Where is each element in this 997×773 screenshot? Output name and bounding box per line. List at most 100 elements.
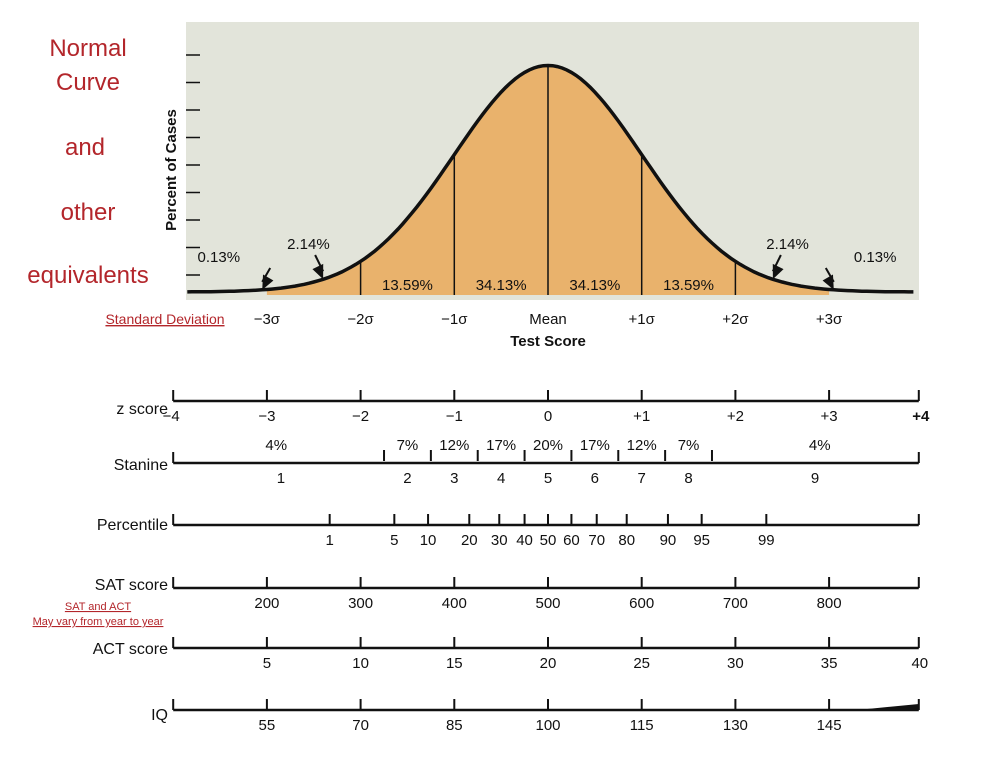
iq-tail-wedge bbox=[857, 704, 919, 710]
stanine-percent-label: 17% bbox=[580, 437, 610, 454]
scale-tick-label: 5 bbox=[263, 655, 271, 672]
stanine-value-label: 5 bbox=[544, 470, 552, 487]
z-score-tick-label: −2 bbox=[352, 408, 369, 425]
stanine-percent-label: 4% bbox=[265, 437, 287, 454]
z-score-tick-label: +2 bbox=[727, 408, 744, 425]
scale-note: May vary from year to year bbox=[33, 616, 164, 628]
title-line: and bbox=[65, 134, 105, 161]
scale-tick-label: 95 bbox=[693, 532, 710, 549]
title-line: Normal bbox=[49, 35, 126, 62]
curve-line bbox=[187, 63, 914, 294]
scale-name-label: SAT score bbox=[95, 577, 168, 594]
scale-tick-label: 15 bbox=[446, 655, 463, 672]
stanine-value-label: 7 bbox=[638, 470, 646, 487]
stanine-percent-label: 7% bbox=[678, 437, 700, 454]
scale-tick-label: 55 bbox=[259, 717, 276, 734]
z-score-tick-label: −4 bbox=[163, 408, 180, 425]
stanine-value-label: 3 bbox=[450, 470, 458, 487]
scale-tick-label: 99 bbox=[758, 532, 775, 549]
scale-tick-label: 60 bbox=[563, 532, 580, 549]
sd-tick-label: −2σ bbox=[347, 311, 374, 328]
scale-name-label: ACT score bbox=[93, 641, 168, 658]
stanine-value-label: 4 bbox=[497, 470, 505, 487]
scale-tick-label: 130 bbox=[723, 717, 748, 734]
scale-note: SAT and ACT bbox=[65, 601, 132, 613]
scale-tick-label: 90 bbox=[660, 532, 677, 549]
scale-tick-label: 200 bbox=[254, 595, 279, 612]
stanine-percent-label: 4% bbox=[809, 437, 831, 454]
segment-percent-label: 34.13% bbox=[569, 277, 620, 294]
scale-tick-label: 100 bbox=[535, 717, 560, 734]
scale-tick-label: 10 bbox=[420, 532, 437, 549]
scale-tick-label: 20 bbox=[461, 532, 478, 549]
scale-name-label: z score bbox=[116, 401, 168, 418]
segment-percent-label: 34.13% bbox=[476, 277, 527, 294]
tail-percent-label: 0.13% bbox=[198, 249, 241, 266]
stanine-percent-label: 17% bbox=[486, 437, 516, 454]
segment-percent-label: 13.59% bbox=[663, 277, 714, 294]
z-score-tick-label: +3 bbox=[821, 408, 838, 425]
z-score-tick-label: −3 bbox=[258, 408, 275, 425]
normal-curve: Percent of Cases 13.59% 34.13% 34.13% 13.59%… bbox=[105, 54, 914, 350]
scale-tick-label: 500 bbox=[535, 595, 560, 612]
scale-tick-label: 85 bbox=[446, 717, 463, 734]
stanine-value-label: 8 bbox=[684, 470, 692, 487]
sd-tick-label: Mean bbox=[529, 311, 567, 328]
scale-tick-label: 50 bbox=[540, 532, 557, 549]
stanine-percent-label: 12% bbox=[439, 437, 469, 454]
z-score-tick-label: 0 bbox=[544, 408, 552, 425]
scale-tick-label: 20 bbox=[540, 655, 557, 672]
tail-percent-label: 2.14% bbox=[766, 236, 809, 253]
chart-title: Normal Curve and other equivalents bbox=[27, 35, 148, 289]
scale-tick-label: 300 bbox=[348, 595, 373, 612]
sd-tick-label: −1σ bbox=[441, 311, 468, 328]
scale-tick-label: 800 bbox=[817, 595, 842, 612]
scale-tick-label: 70 bbox=[588, 532, 605, 549]
stanine-value-label: 9 bbox=[811, 470, 819, 487]
stanine-percent-label: 7% bbox=[397, 437, 419, 454]
standard-deviation-label: Standard Deviation bbox=[105, 311, 224, 327]
z-score-tick-label: −1 bbox=[446, 408, 463, 425]
scale-name-label: Percentile bbox=[97, 517, 168, 534]
stanine-value-label: 1 bbox=[277, 470, 285, 487]
segment-percent-label: 13.59% bbox=[382, 277, 433, 294]
scale-tick-label: 40 bbox=[516, 532, 533, 549]
sd-tick-label: +2σ bbox=[722, 311, 749, 328]
sd-tick-label: +3σ bbox=[816, 311, 843, 328]
title-line: equivalents bbox=[27, 262, 148, 289]
x-axis-label: Test Score bbox=[510, 333, 586, 350]
tail-percent-label: 2.14% bbox=[287, 236, 330, 253]
scale-tick-label: 10 bbox=[352, 655, 369, 672]
scale-tick-label: 5 bbox=[390, 532, 398, 549]
stanine-percent-label: 12% bbox=[627, 437, 657, 454]
scale-tick-label: 600 bbox=[629, 595, 654, 612]
sd-tick-label: −3σ bbox=[254, 311, 281, 328]
scale-tick-label: 40 bbox=[911, 655, 928, 672]
tail-percent-label: 0.13% bbox=[854, 249, 897, 266]
z-score-tick-label: +1 bbox=[633, 408, 650, 425]
scale-tick-label: 30 bbox=[491, 532, 508, 549]
scale-tick-label: 1 bbox=[326, 532, 334, 549]
scale-tick-label: 70 bbox=[352, 717, 369, 734]
scale-tick-label: 30 bbox=[727, 655, 744, 672]
arrow-head bbox=[772, 263, 784, 280]
sd-tick-label: +1σ bbox=[629, 311, 656, 328]
title-line: other bbox=[61, 199, 116, 226]
scale-tick-label: 400 bbox=[442, 595, 467, 612]
scale-name-label: Stanine bbox=[114, 457, 168, 474]
z-score-tick-label: +4 bbox=[912, 408, 930, 425]
scale-tick-label: 115 bbox=[630, 717, 654, 734]
scale-tick-label: 80 bbox=[618, 532, 635, 549]
y-axis-label: Percent of Cases bbox=[163, 109, 180, 231]
scale-tick-label: 145 bbox=[817, 717, 842, 734]
title-line: Curve bbox=[56, 69, 120, 96]
arrow-head bbox=[262, 274, 274, 290]
scale-tick-label: 35 bbox=[821, 655, 838, 672]
stanine-value-label: 2 bbox=[403, 470, 411, 487]
scale-tick-label: 700 bbox=[723, 595, 748, 612]
arrow-head bbox=[312, 263, 324, 280]
scale-name-label: IQ bbox=[151, 707, 168, 724]
stanine-value-label: 6 bbox=[591, 470, 599, 487]
